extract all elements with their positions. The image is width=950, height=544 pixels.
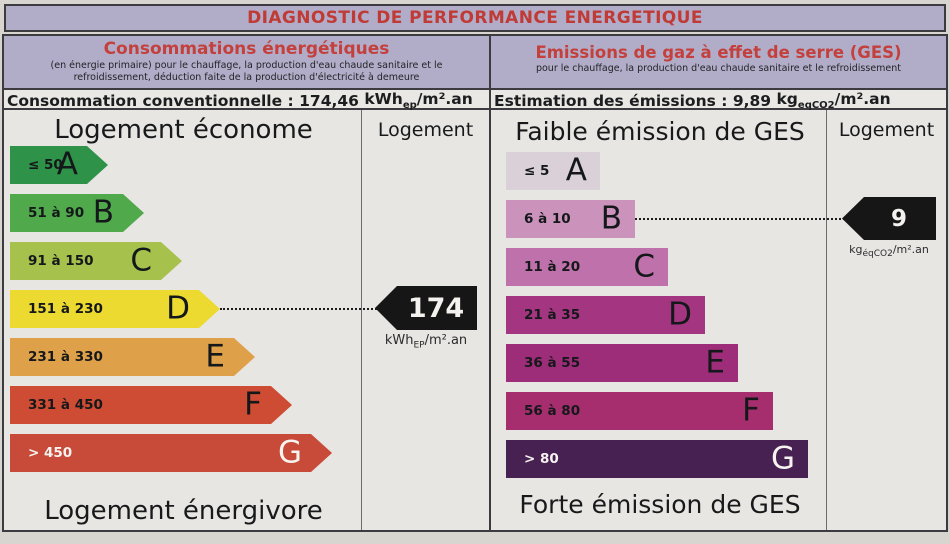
ges-header-cell: Emissions de gaz à effet de serre (GES) … bbox=[491, 36, 946, 88]
energy-header-title: Consommations énergétiques bbox=[103, 39, 390, 59]
class-letter: C bbox=[130, 242, 152, 279]
class-range-label: 6 à 10 bbox=[524, 211, 571, 227]
ges-header-title: Emissions de gaz à effet de serre (GES) bbox=[535, 43, 902, 62]
class-bar-d: 21 à 35 D bbox=[506, 296, 705, 334]
ges-value-marker: 9 kgéqCO2/m².an bbox=[842, 197, 936, 259]
class-range-label: 91 à 150 bbox=[28, 253, 94, 269]
class-range-label: > 450 bbox=[28, 445, 73, 461]
ges-chart: Faible émission de GES ≤ 5 A 6 à 10 B 11 à 2… bbox=[491, 110, 946, 530]
ges-dwelling-label: Logement bbox=[838, 119, 935, 141]
class-letter: F bbox=[742, 392, 760, 429]
ges-summary: Estimation des émissions : 9,89 kgeqCO2/… bbox=[491, 90, 946, 111]
summary-row: Consommation conventionnelle : 174,46 kW… bbox=[4, 88, 946, 112]
ges-class-bars: ≤ 5 A 6 à 10 B 11 à 20 C 21 à 35 D 36 à 55 E 56 à … bbox=[491, 110, 946, 530]
class-range-label: 21 à 35 bbox=[524, 307, 581, 323]
class-bar-f: 56 à 80 F bbox=[506, 392, 773, 430]
class-bar-a: ≤ 50 A bbox=[10, 146, 108, 184]
class-range-label: 36 à 55 bbox=[524, 355, 581, 371]
ges-dotted-connector bbox=[635, 218, 845, 220]
energy-marker-arrow: 174 bbox=[375, 286, 477, 330]
class-letter: A bbox=[56, 146, 78, 183]
report-title-bar: DIAGNOSTIC DE PERFORMANCE ENERGETIQUE bbox=[4, 4, 946, 32]
class-range-label: 51 à 90 bbox=[28, 205, 85, 221]
class-range-label: 331 à 450 bbox=[28, 397, 103, 413]
report-title: DIAGNOSTIC DE PERFORMANCE ENERGETIQUE bbox=[247, 8, 703, 28]
energy-marker-unit: kWhEP/m².an bbox=[384, 333, 468, 351]
ges-summary-label: Estimation des émissions : bbox=[494, 91, 728, 110]
energy-header-cell: Consommations énergétiques (en énergie p… bbox=[4, 36, 491, 88]
class-bar-b: 6 à 10 B bbox=[506, 200, 635, 238]
class-bar-d: 151 à 230 D bbox=[10, 290, 220, 328]
class-letter: A bbox=[565, 152, 587, 189]
class-letter: E bbox=[705, 344, 725, 381]
energy-dotted-connector bbox=[220, 308, 377, 310]
class-range-label: ≤ 50 bbox=[28, 157, 63, 173]
ges-marker-arrow: 9 bbox=[842, 197, 936, 240]
class-range-label: 151 à 230 bbox=[28, 301, 103, 317]
class-range-label: 11 à 20 bbox=[524, 259, 581, 275]
energy-summary-label: Consommation conventionnelle : bbox=[7, 91, 294, 110]
class-range-label: 56 à 80 bbox=[524, 403, 581, 419]
energy-value-marker: 174 kWhEP/m².an bbox=[375, 286, 477, 351]
class-letter: D bbox=[166, 290, 190, 327]
dpe-table: Consommations énergétiques (en énergie p… bbox=[2, 34, 948, 532]
class-bar-e: 36 à 55 E bbox=[506, 344, 738, 382]
header-row: Consommations énergétiques (en énergie p… bbox=[4, 36, 946, 88]
ges-header-subtitle: pour le chauffage, la production d'eau c… bbox=[535, 63, 902, 74]
charts-row: Logement économe ≤ 50 A 51 à 90 B 91 à 150 C 1… bbox=[4, 110, 946, 530]
ges-summary-value: 9,89 bbox=[732, 91, 772, 110]
energy-dwelling-column: Logement 174 kWhEP/m².an bbox=[361, 110, 489, 530]
class-range-label: ≤ 5 bbox=[524, 163, 550, 179]
class-bar-f: 331 à 450 F bbox=[10, 386, 292, 424]
energy-summary: Consommation conventionnelle : 174,46 kW… bbox=[4, 90, 491, 112]
ges-marker-unit: kgéqCO2/m².an bbox=[849, 243, 929, 260]
energy-scale-bottom-label: Logement énergivore bbox=[44, 496, 323, 526]
class-letter: G bbox=[277, 434, 302, 471]
energy-dwelling-label: Logement bbox=[377, 119, 474, 141]
class-range-label: > 80 bbox=[524, 451, 559, 467]
class-bar-g: > 80 G bbox=[506, 440, 808, 478]
energy-chart: Logement économe ≤ 50 A 51 à 90 B 91 à 150 C 1… bbox=[4, 110, 491, 530]
class-bar-c: 91 à 150 C bbox=[10, 242, 182, 280]
class-bar-b: 51 à 90 B bbox=[10, 194, 144, 232]
class-letter: G bbox=[770, 440, 795, 477]
ges-scale-top-label: Faible émission de GES bbox=[515, 117, 805, 146]
class-bar-c: 11 à 20 C bbox=[506, 248, 668, 286]
energy-summary-unit: kWhep/m².an bbox=[364, 90, 473, 112]
class-letter: B bbox=[92, 194, 114, 231]
ges-dwelling-column: Logement 9 kgéqCO2/m².an bbox=[826, 110, 946, 530]
ges-scale-bottom-label: Forte émission de GES bbox=[519, 490, 801, 519]
class-letter: F bbox=[244, 386, 262, 423]
class-letter: C bbox=[633, 248, 655, 285]
class-range-label: 231 à 330 bbox=[28, 349, 103, 365]
energy-summary-value: 174,46 bbox=[299, 91, 359, 110]
energy-scale-top-label: Logement économe bbox=[54, 115, 313, 145]
class-bar-e: 231 à 330 E bbox=[10, 338, 255, 376]
class-letter: E bbox=[205, 338, 225, 375]
class-letter: B bbox=[600, 200, 622, 237]
energy-class-bars: ≤ 50 A 51 à 90 B 91 à 150 C 151 à 230 D 231 à 33… bbox=[4, 110, 489, 530]
dpe-report: DIAGNOSTIC DE PERFORMANCE ENERGETIQUE Co… bbox=[2, 4, 948, 532]
class-bar-a: ≤ 5 A bbox=[506, 152, 600, 190]
class-bar-g: > 450 G bbox=[10, 434, 332, 472]
class-letter: D bbox=[668, 296, 692, 333]
energy-header-subtitle: (en énergie primaire) pour le chauffage,… bbox=[50, 60, 443, 84]
ges-summary-unit: kgeqCO2/m².an bbox=[776, 90, 891, 112]
